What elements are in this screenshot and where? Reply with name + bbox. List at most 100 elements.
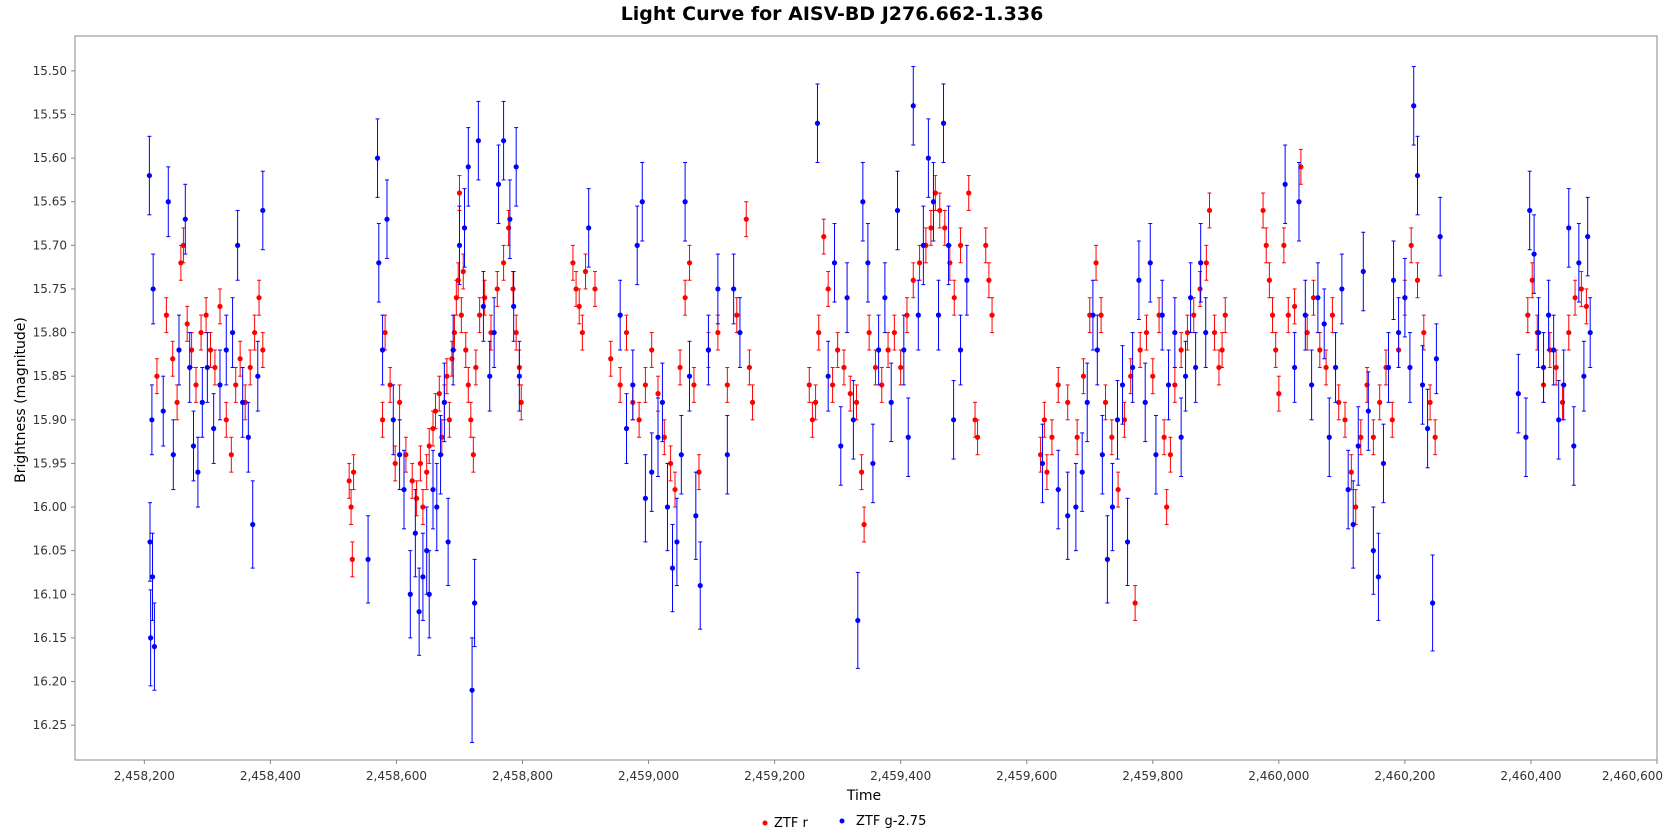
- legend: ZTF r ZTF g-2.75: [762, 814, 926, 831]
- data-point: [655, 391, 661, 397]
- data-point: [1358, 434, 1364, 440]
- data-point: [966, 190, 972, 196]
- data-point: [1360, 268, 1366, 275]
- data-point: [1566, 225, 1572, 231]
- data-point: [513, 329, 519, 336]
- x-tick-label: 2,460,200: [1374, 769, 1435, 783]
- data-point: [516, 373, 522, 379]
- data-point: [1395, 329, 1402, 336]
- data-point: [870, 460, 876, 467]
- data-point: [470, 452, 476, 458]
- data-point: [513, 164, 519, 170]
- data-point: [1147, 260, 1153, 266]
- data-point: [853, 399, 860, 405]
- data-point: [1282, 181, 1288, 187]
- data-point: [491, 329, 497, 336]
- data-point: [1130, 364, 1136, 371]
- y-axis-label: Brightness (magnitude): [13, 317, 29, 483]
- data-point: [396, 399, 403, 405]
- data-point: [743, 216, 749, 222]
- data-point: [260, 347, 266, 353]
- data-point: [235, 242, 241, 248]
- data-point: [888, 399, 894, 405]
- data-point: [925, 155, 931, 161]
- data-point: [855, 617, 861, 624]
- data-point: [1263, 242, 1269, 248]
- data-point: [176, 347, 182, 353]
- data-point: [182, 216, 188, 222]
- data-point: [229, 329, 236, 336]
- data-point: [379, 417, 386, 423]
- data-point: [1184, 329, 1191, 336]
- data-point: [866, 329, 872, 336]
- y-tick-label: 16.00: [33, 500, 67, 514]
- data-point: [1090, 312, 1096, 318]
- y-axis: 15.50 15.55 15.60 15.65 15.70 15.75 15.80 15.85…: [33, 64, 75, 732]
- data-point: [1342, 417, 1348, 423]
- data-point: [160, 408, 166, 414]
- data-point: [1583, 303, 1590, 310]
- data-point: [715, 286, 721, 292]
- data-point: [617, 312, 623, 318]
- data-point: [1353, 504, 1359, 510]
- data-point: [211, 425, 217, 432]
- y-tick-label: 15.75: [33, 282, 67, 296]
- data-point: [494, 286, 500, 292]
- data-point: [461, 225, 468, 231]
- data-point: [1285, 312, 1291, 318]
- data-point: [608, 356, 614, 362]
- data-point: [1281, 242, 1287, 248]
- data-point: [947, 260, 953, 266]
- data-point: [617, 382, 623, 388]
- data-point: [1115, 486, 1121, 493]
- data-point: [1298, 164, 1304, 170]
- data-point: [677, 364, 683, 371]
- data-point: [829, 382, 836, 388]
- data-point: [686, 373, 693, 379]
- data-point: [825, 286, 831, 292]
- x-tick-label: 2,458,200: [114, 769, 175, 783]
- data-point: [190, 443, 197, 449]
- data-point: [861, 521, 867, 528]
- data-point: [437, 452, 444, 458]
- data-point: [506, 225, 512, 231]
- data-point: [957, 347, 964, 353]
- data-point: [1099, 452, 1105, 458]
- data-point: [915, 312, 921, 318]
- y-tick-label: 15.80: [33, 326, 67, 340]
- data-point: [1055, 486, 1061, 493]
- data-point: [412, 530, 418, 536]
- data-point: [691, 382, 697, 388]
- y-tick-label: 16.20: [33, 674, 67, 688]
- data-point: [659, 399, 666, 405]
- data-point: [1529, 277, 1535, 283]
- data-point: [809, 417, 816, 423]
- data-point: [1419, 382, 1426, 388]
- data-point: [426, 591, 432, 597]
- data-point: [445, 539, 451, 545]
- data-point: [1336, 399, 1342, 405]
- data-point: [642, 382, 649, 388]
- data-point: [905, 434, 911, 440]
- data-point: [1556, 417, 1562, 423]
- data-point: [1350, 521, 1356, 528]
- x-tick-label: 2,460,400: [1500, 769, 1561, 783]
- data-point: [661, 434, 667, 440]
- data-point: [1437, 234, 1443, 240]
- data-point: [582, 268, 589, 275]
- data-point: [1132, 600, 1138, 606]
- data-point: [416, 609, 422, 615]
- data-point: [1315, 295, 1321, 301]
- data-point: [1206, 207, 1213, 214]
- data-point: [894, 207, 901, 214]
- data-point: [456, 190, 463, 196]
- data-point: [986, 277, 992, 283]
- data-point: [576, 303, 582, 310]
- data-point: [207, 347, 214, 353]
- data-point: [1317, 347, 1323, 353]
- data-point: [937, 207, 943, 214]
- data-point: [825, 373, 831, 379]
- data-point: [746, 364, 752, 371]
- data-point: [1408, 242, 1414, 248]
- data-point: [1266, 277, 1272, 283]
